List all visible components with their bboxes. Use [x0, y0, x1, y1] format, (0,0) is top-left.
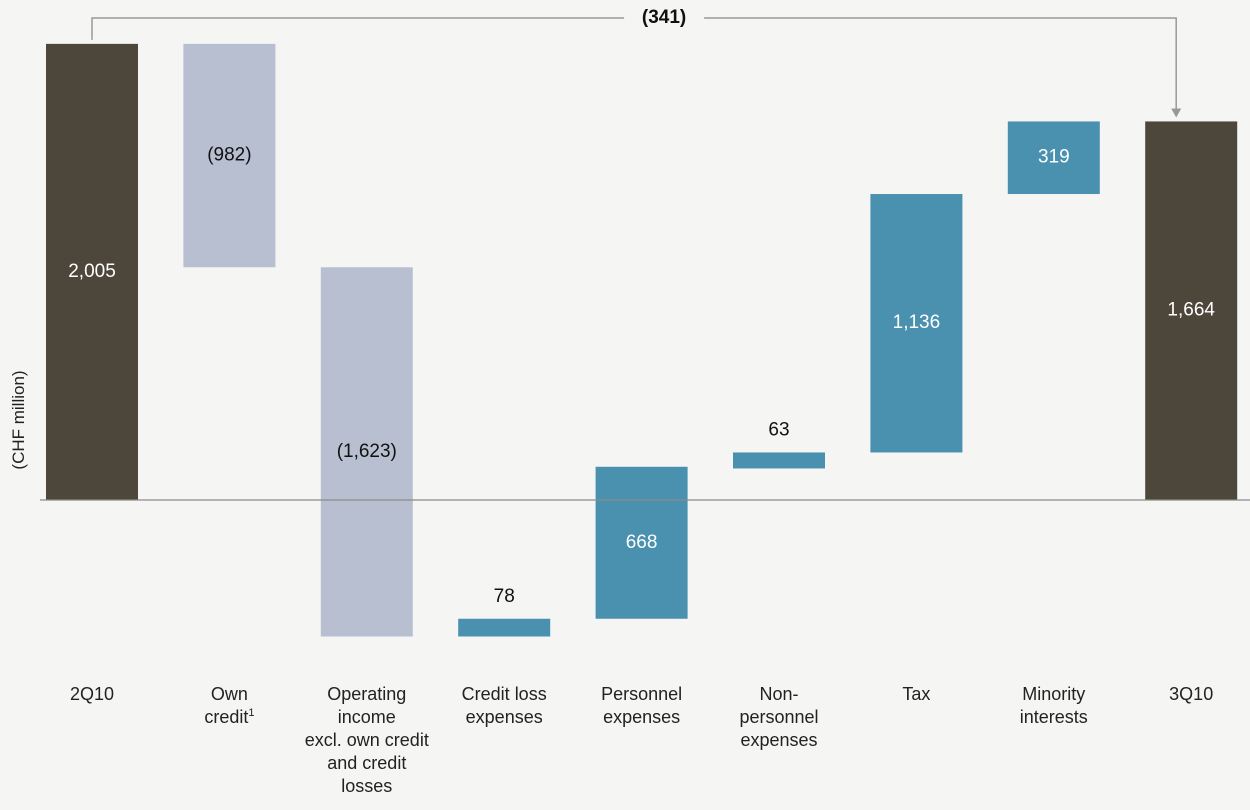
- category-label: Tax: [902, 684, 930, 704]
- bar-value-label: 78: [494, 586, 515, 607]
- category-label-line: and credit: [327, 753, 406, 773]
- bar-value-labels: 2,005 (982) (1,623) 78 668 63 1,136 319 1,664: [68, 145, 1215, 607]
- category-label-line: income: [338, 707, 396, 727]
- bar-value-label: (1,623): [337, 441, 397, 462]
- category-label-line: expenses: [740, 730, 817, 750]
- category-label-line: 3Q10: [1169, 684, 1213, 704]
- category-label-line: Tax: [902, 684, 930, 704]
- category-label: Minority interests: [1020, 684, 1088, 727]
- bar-credit-loss-expenses: [458, 618, 551, 637]
- category-label-line: Personnel: [601, 684, 682, 704]
- bar-value-label: 319: [1038, 147, 1070, 168]
- bars-layer: [46, 43, 1238, 637]
- category-label: Personnel expenses: [601, 684, 682, 727]
- category-label-line: 2Q10: [70, 684, 114, 704]
- category-label: Operating income excl. own credit and credi…: [305, 684, 429, 796]
- bar-value-label: 63: [768, 419, 789, 440]
- footnote-marker: 1: [248, 707, 254, 719]
- category-label-line: Non-: [759, 684, 798, 704]
- bar-non-personnel-expenses: [733, 452, 825, 469]
- category-label-line: excl. own credit: [305, 730, 429, 750]
- category-label: Non-personnel expenses: [739, 684, 818, 750]
- bar-3q10: [1145, 121, 1238, 500]
- category-label-line: Own: [211, 684, 248, 704]
- bar-value-label: 2,005: [68, 261, 116, 282]
- bar-2q10: [46, 43, 138, 501]
- bar-value-label: (982): [207, 145, 251, 166]
- category-label: Credit loss expenses: [462, 684, 547, 727]
- category-label-line: Operating: [327, 684, 406, 704]
- category-label-line: expenses: [603, 707, 680, 727]
- total-change-label: (341): [642, 7, 686, 28]
- bar-operating-income-excl-own-credit-and-credit-losses: [320, 267, 413, 637]
- bar-value-label: 668: [626, 532, 658, 553]
- bar-minority-interests: [1007, 121, 1100, 195]
- bar-tax: [870, 194, 963, 453]
- category-label: Own credit1: [204, 684, 254, 727]
- category-label-line: interests: [1020, 707, 1088, 727]
- category-label-line: losses: [341, 776, 392, 796]
- bar-own-credit1: [183, 43, 276, 268]
- category-label-line: expenses: [466, 707, 543, 727]
- total-change-label-background: [624, 6, 705, 30]
- bar-value-label: 1,136: [893, 312, 941, 333]
- category-label-line: Credit loss: [462, 684, 547, 704]
- y-axis-label: (CHF million): [9, 370, 28, 469]
- category-label-line: personnel: [739, 707, 818, 727]
- category-label-line: Minority: [1022, 684, 1085, 704]
- bar-value-label: 1,664: [1167, 300, 1215, 321]
- category-label: 2Q10: [70, 684, 114, 704]
- category-label-line: credit: [204, 707, 248, 727]
- bar-personnel-expenses: [595, 466, 688, 619]
- total-change-connector: (341): [91, 6, 1182, 118]
- category-labels: 2Q10 Own credit1 Operating income excl. own c…: [70, 684, 1213, 796]
- category-label: 3Q10: [1169, 684, 1213, 704]
- connector-arrowhead: [1171, 108, 1182, 118]
